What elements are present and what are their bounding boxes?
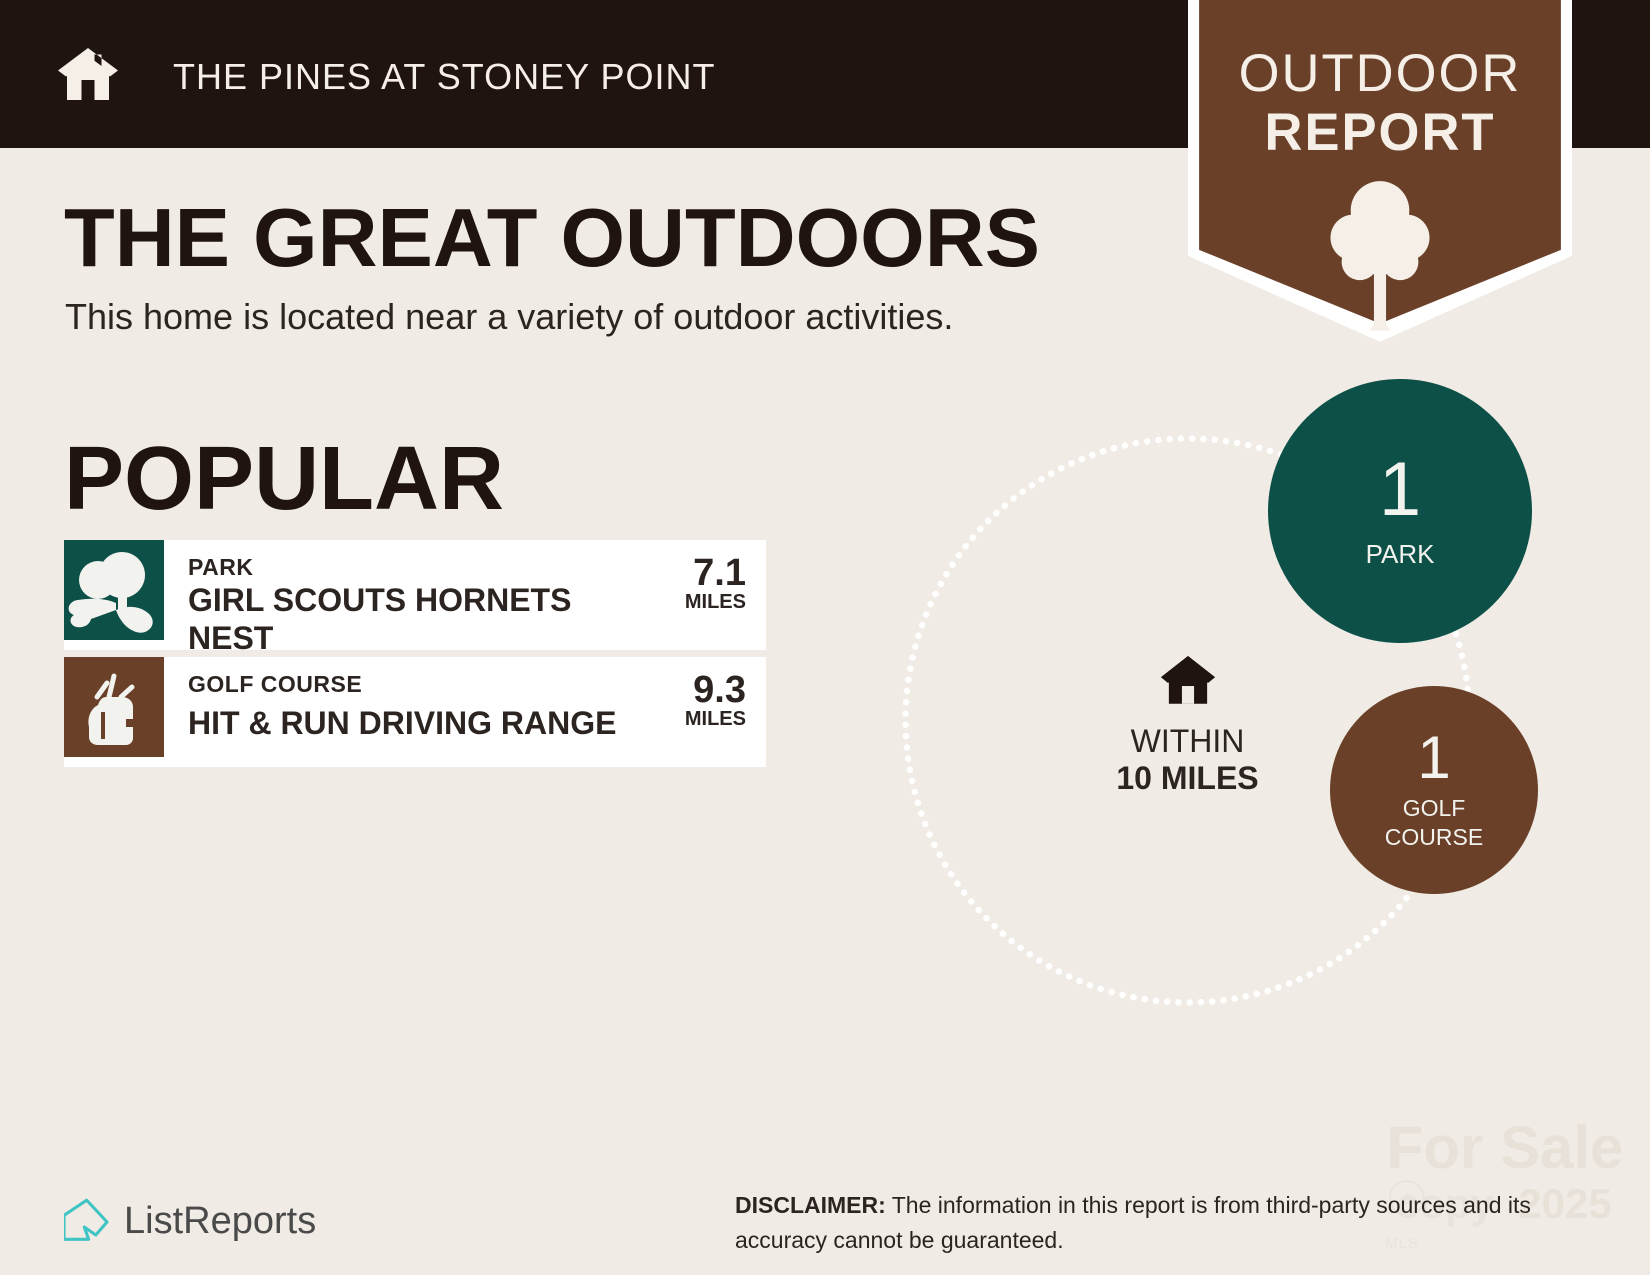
svg-text:OUTDOOR: OUTDOOR (1239, 44, 1522, 103)
svg-text:REPORT: REPORT (1264, 103, 1495, 162)
svg-text:For Sale: For Sale (1387, 1114, 1624, 1181)
